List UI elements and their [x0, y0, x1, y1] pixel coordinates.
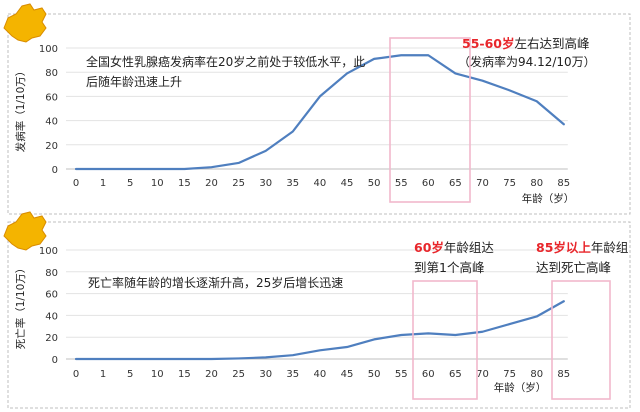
- series-line: [74, 300, 565, 361]
- y-tick-label: 20: [45, 333, 58, 344]
- y-tick-label: 60: [45, 92, 58, 103]
- x-tick-label: 55: [395, 369, 408, 380]
- mortality-peak2-line1: 85岁以上年龄组: [536, 240, 628, 255]
- mortality-peak1-line1: 60岁年龄组达: [414, 240, 494, 255]
- highlight-box: [551, 280, 611, 400]
- mortality-peak2-red: 85岁以上: [536, 240, 591, 255]
- incidence-peak-red: 55-60岁: [462, 36, 514, 51]
- x-tick-label: 10: [151, 178, 164, 189]
- mortality-note: 死亡率随年龄的增长逐渐升高，25岁后增长迅速: [88, 275, 343, 290]
- x-tick-label: 10: [151, 369, 164, 380]
- x-tick-label: 5: [127, 369, 133, 380]
- mortality-peak1-line2: 到第1个高峰: [414, 260, 485, 275]
- x-tick-label: 50: [368, 178, 381, 189]
- x-tick-label: 80: [530, 369, 543, 380]
- mortality-peak1-text1: 年龄组达: [444, 240, 495, 255]
- y-tick-label: 80: [45, 268, 58, 279]
- x-tick-label: 25: [232, 369, 245, 380]
- x-tick-label: 60: [422, 178, 435, 189]
- y-axis-title: 发病率（1/10万）: [14, 66, 27, 153]
- y-tick-label: 100: [39, 246, 58, 257]
- mortality-peak2-text1: 年龄组: [591, 240, 629, 255]
- x-tick-label: 20: [205, 178, 218, 189]
- x-tick-label: 65: [449, 178, 462, 189]
- x-tick-label: 5: [127, 178, 133, 189]
- x-tick-label: 15: [178, 369, 191, 380]
- y-tick-label: 0: [52, 165, 58, 176]
- y-tick-label: 80: [45, 68, 58, 79]
- x-tick-label: 30: [259, 178, 272, 189]
- x-tick-label: 45: [341, 369, 354, 380]
- incidence-peak-label: 55-60岁左右达到高峰: [462, 36, 590, 51]
- y-tick-label: 60: [45, 290, 58, 301]
- y-tick-label: 0: [52, 355, 58, 366]
- x-tick-label: 80: [530, 178, 543, 189]
- x-tick-label: 70: [476, 178, 489, 189]
- x-tick-label: 65: [449, 369, 462, 380]
- x-tick-label: 30: [259, 369, 272, 380]
- y-tick-label: 20: [45, 141, 58, 152]
- incidence-peak-text: 左右达到高峰: [514, 36, 590, 51]
- x-tick-label: 75: [503, 369, 516, 380]
- x-tick-label: 40: [314, 369, 327, 380]
- incidence-peak-rate: （发病率为94.12/10万）: [458, 54, 596, 69]
- highlight-box: [412, 280, 478, 400]
- incidence-note-text: 全国女性乳腺癌发病率在20岁之前处于较低水平，此后随年龄迅速上升: [86, 55, 366, 89]
- x-tick-label: 15: [178, 178, 191, 189]
- x-tick-label: 1: [100, 369, 106, 380]
- x-tick-label: 20: [205, 369, 218, 380]
- y-tick-label: 40: [45, 117, 58, 128]
- mortality-peak1-red: 60岁: [414, 240, 444, 255]
- highlight-box: [389, 37, 471, 203]
- x-tick-label: 75: [503, 178, 516, 189]
- bottom-panel-frame: [7, 221, 631, 409]
- x-tick-label: 0: [73, 178, 79, 189]
- china-map-icon: [3, 211, 47, 251]
- x-tick-label: 50: [368, 369, 381, 380]
- x-axis-title: 年龄（岁）: [494, 381, 547, 394]
- x-tick-label: 40: [314, 178, 327, 189]
- x-tick-label: 85: [557, 178, 570, 189]
- x-tick-label: 85: [557, 369, 570, 380]
- x-tick-label: 1: [100, 178, 106, 189]
- top-panel-frame: [7, 13, 631, 215]
- incidence-note: 全国女性乳腺癌发病率在20岁之前处于较低水平，此后随年龄迅速上升: [86, 55, 366, 89]
- china-map-icon: [3, 3, 47, 43]
- x-tick-label: 35: [286, 178, 299, 189]
- y-axis-title: 死亡率（1/10万）: [14, 263, 27, 350]
- y-tick-label: 100: [39, 44, 58, 55]
- x-tick-label: 0: [73, 369, 79, 380]
- x-tick-label: 35: [286, 369, 299, 380]
- x-tick-label: 45: [341, 178, 354, 189]
- mortality-peak2-line2: 达到死亡高峰: [536, 260, 612, 275]
- x-axis-title: 年龄（岁）: [522, 192, 575, 205]
- y-tick-label: 40: [45, 311, 58, 322]
- x-tick-label: 25: [232, 178, 245, 189]
- x-tick-label: 70: [476, 369, 489, 380]
- x-tick-label: 55: [395, 178, 408, 189]
- x-tick-label: 60: [422, 369, 435, 380]
